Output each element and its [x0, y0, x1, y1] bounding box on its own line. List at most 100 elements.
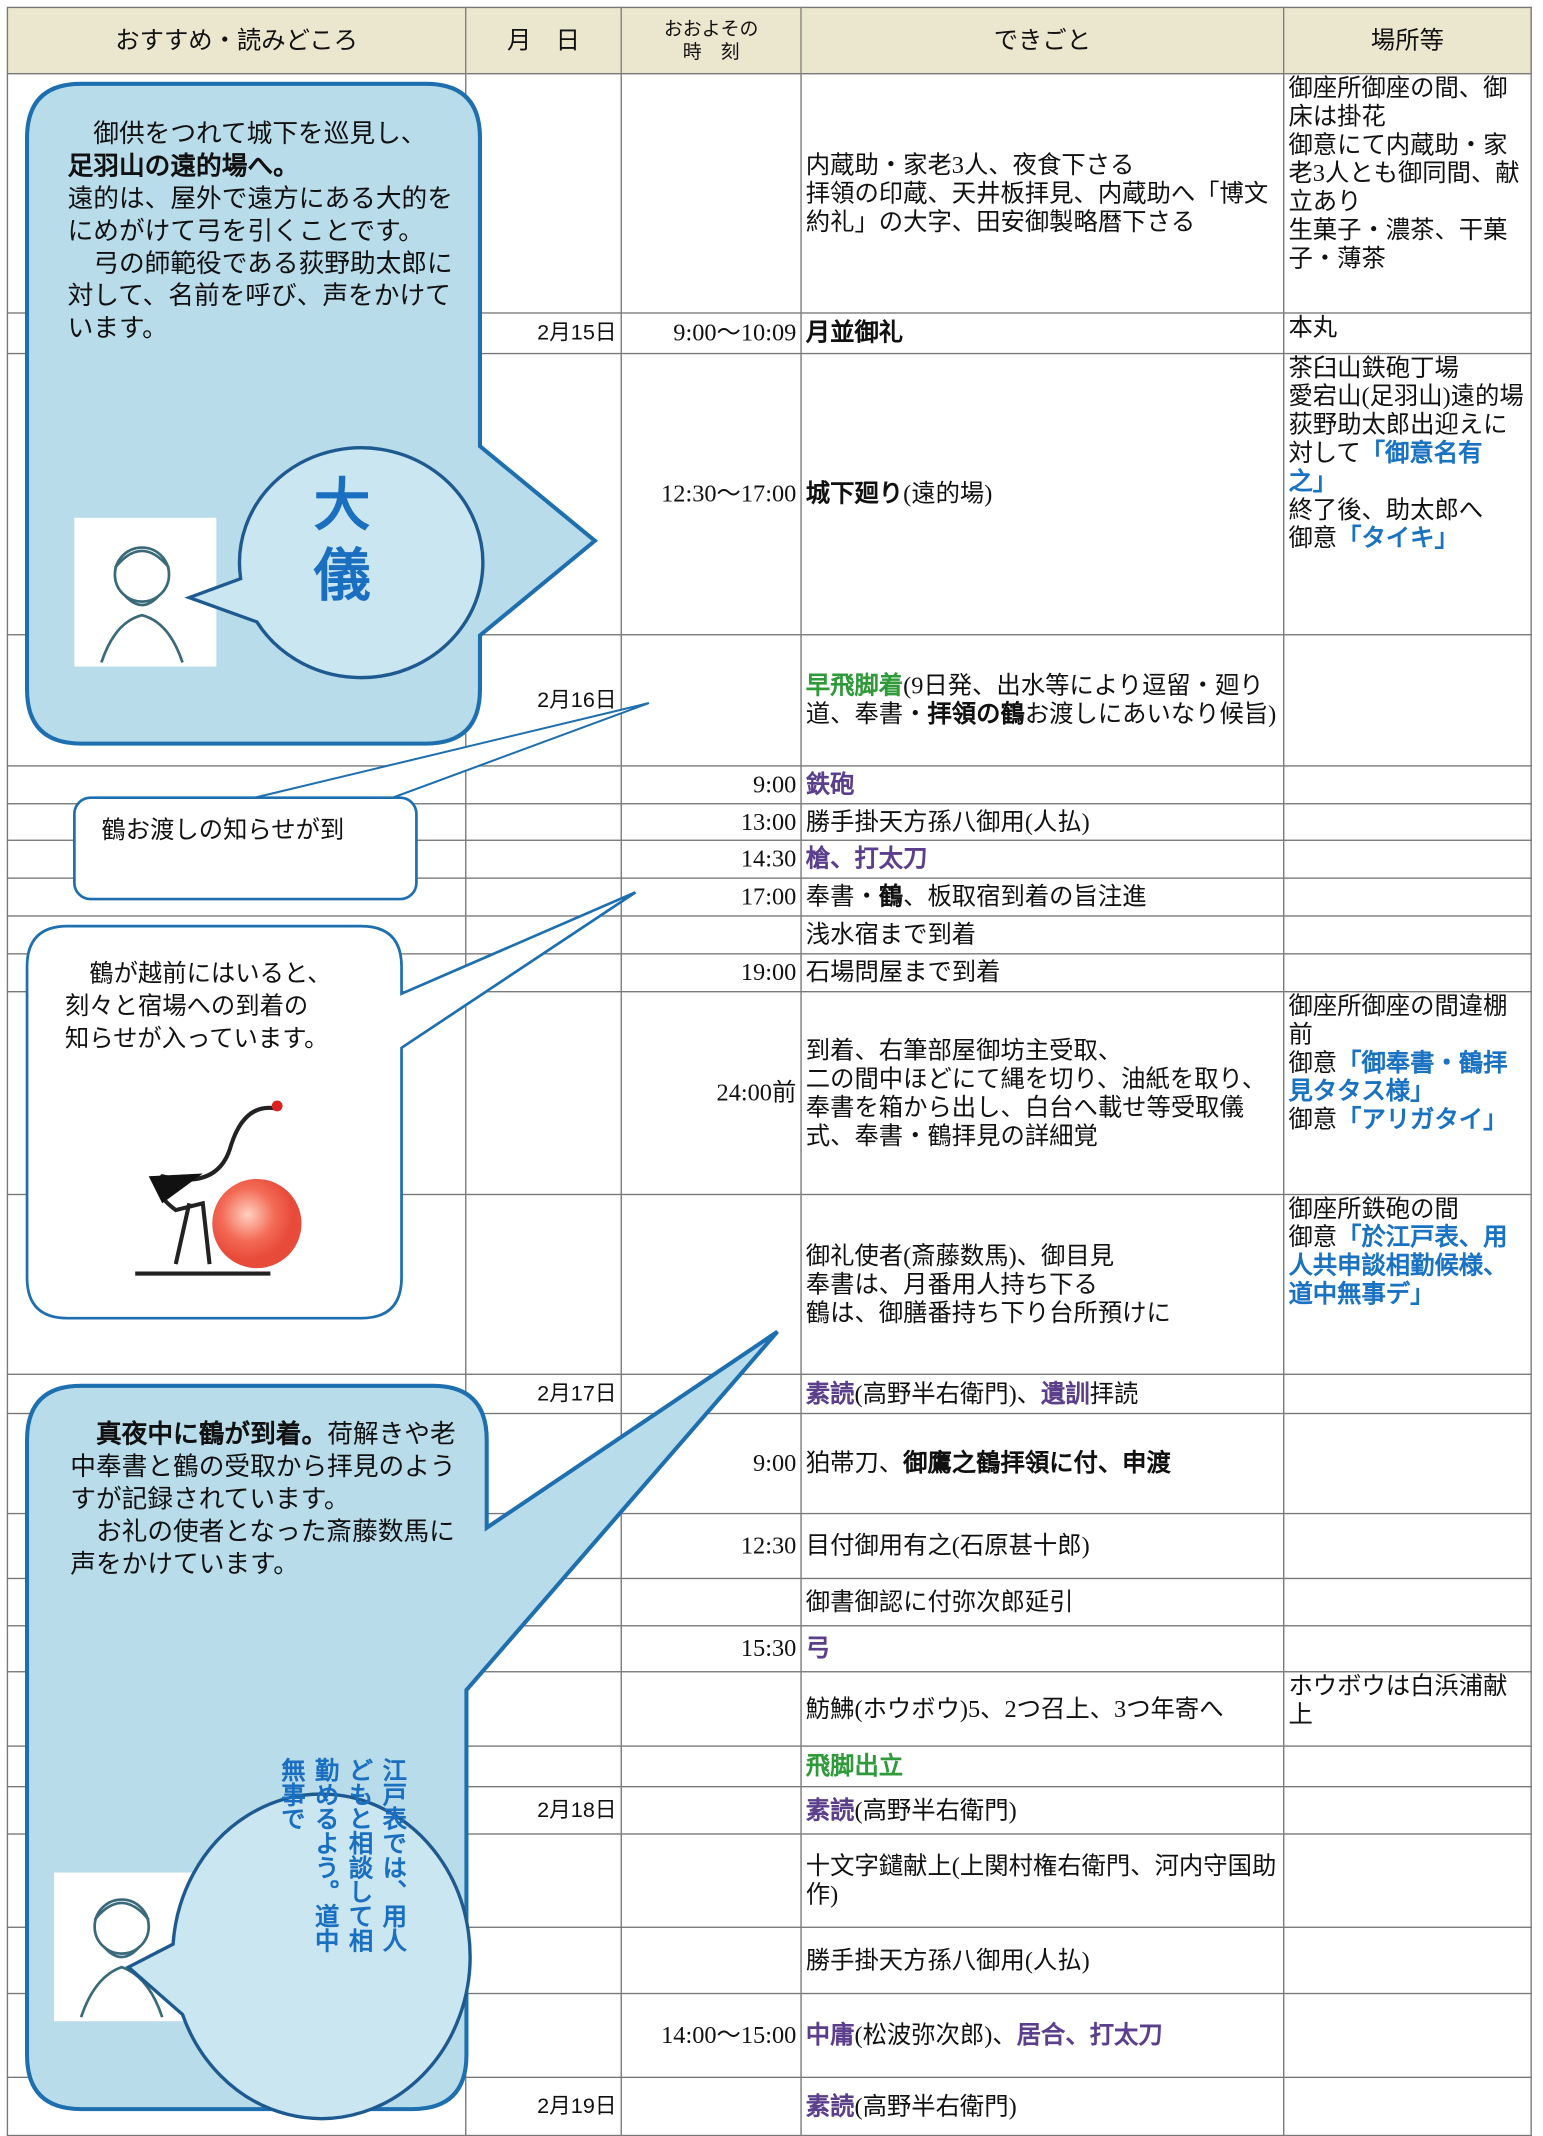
event-cell: 御書御認に付弥次郎延引	[801, 1579, 1285, 1627]
time: 15:30	[740, 1634, 797, 1662]
text-run: 「御意名有之」	[1288, 439, 1483, 495]
text-run: (高野半右衛門)、	[854, 1379, 1042, 1407]
text-run: 素読	[805, 2092, 855, 2120]
event: 槍、打太刀	[806, 845, 928, 873]
place-cell: ホウボウは白浜浦献上	[1284, 1672, 1532, 1747]
speech-text: 江戸表では、用人どもと相談して相勤めるよう。道中無事で	[278, 1757, 407, 1953]
text-run: 十文字鑓献上(上関村権右衛門、河内守国助作)	[805, 1852, 1277, 1908]
time: 19:00	[740, 958, 797, 986]
text-run: (高野半右衛門)	[854, 1796, 1017, 1824]
place-cell	[1284, 635, 1532, 767]
time: 14:30	[740, 845, 797, 873]
event-cell: 奉書・鶴、板取宿到着の旨注進	[801, 878, 1285, 917]
text-run: 素読	[805, 1796, 855, 1824]
time-cell	[621, 1579, 802, 1627]
header-cell: 場所等	[1284, 6, 1532, 75]
date-cell: 2月17日	[466, 1374, 622, 1415]
event-cell: 中庸(松波弥次郎)、居合、打太刀	[801, 1994, 1285, 2079]
event: 浅水宿まで到着	[806, 921, 976, 949]
place: 御座所御座の間、御床は掛花 御意にて内蔵助・家老3人とも御同間、献立あり 生菓子…	[1288, 74, 1526, 273]
date-cell	[466, 1994, 622, 2079]
event: 御礼使者(斎藤数馬)、御目見 奉書は、月番用人持ち下る 鶴は、御膳番持ち下り台所…	[806, 1242, 1171, 1327]
event-cell: 十文字鑓献上(上関村権右衛門、河内守国助作)	[801, 1834, 1285, 1928]
event: 十文字鑓献上(上関村権右衛門、河内守国助作)	[806, 1852, 1279, 1909]
callout-text: 鶴お渡しの知らせが到	[101, 814, 405, 846]
date-cell	[466, 1672, 622, 1747]
date-cell	[466, 1746, 622, 1788]
text-run: 月並御礼	[805, 319, 904, 347]
place-cell	[1284, 804, 1532, 841]
time-cell	[621, 1834, 802, 1928]
place-cell	[1284, 878, 1532, 917]
text-run: 鶴お渡しの知らせが到	[101, 816, 345, 844]
text-run: 御礼使者(斎藤数馬)、御目見 奉書は、月番用人持ち下る 鶴は、御膳番持ち下り台所…	[805, 1241, 1171, 1326]
event: 城下廻り(遠的場)	[806, 480, 993, 508]
header-cell: おすすめ・読みどころ	[6, 6, 467, 75]
event-cell: 城下廻り(遠的場)	[801, 354, 1285, 636]
text-run: 御座所御座の間、御床は掛花 御意にて内蔵助・家老3人とも御同間、献立あり 生菓子…	[1288, 74, 1520, 272]
header-cell: 月 日	[466, 6, 622, 75]
date-cell	[466, 354, 622, 636]
text-run: 荷解きや老中奉書と鶴の受取から拝見のようすが記録されています。 お礼の使者となっ…	[70, 1420, 456, 1580]
time: 12:30～17:00	[661, 479, 797, 507]
date: 2月15日	[537, 321, 617, 345]
event: 早飛脚着(9日発、出水等により逗留・廻り道、奉書・拝領の鶴お渡しにあいなり候旨)	[806, 672, 1279, 729]
date-cell	[466, 840, 622, 879]
time-cell	[621, 1787, 802, 1835]
place: 茶臼山鉄砲丁場 愛宕山(足羽山)遠的場 荻野助太郎出迎えに対して「御意名有之」 …	[1288, 354, 1526, 553]
callout-bubble	[25, 891, 637, 1320]
time: 12:30	[740, 1531, 797, 1559]
place-cell	[1284, 916, 1532, 955]
date-cell	[466, 766, 622, 805]
date-cell	[466, 992, 622, 1196]
time-cell: 12:30～17:00	[621, 354, 802, 636]
place: 御座所鉄砲の間 御意「於江戸表、用人共申談相勤候様、道中無事デ」	[1288, 1195, 1526, 1309]
event-cell: 浅水宿まで到着	[801, 916, 1285, 955]
event: 素読(高野半右衛門)	[806, 1796, 1017, 1824]
text-run: 本丸	[1288, 313, 1338, 341]
time-cell: 9:00	[621, 766, 802, 805]
text-run: 勝手掛天方孫八御用(人払)	[805, 807, 1090, 835]
text-run: 弓	[805, 1634, 831, 1662]
event-cell: 内蔵助・家老3人、夜食下さる 拝領の印蔵、天井板拝見、内蔵助へ「博文約礼」の大字…	[801, 74, 1285, 314]
note-cell	[6, 878, 467, 917]
text-run: 早飛脚着	[805, 671, 904, 699]
note-cell	[6, 1195, 467, 1375]
date-cell	[466, 804, 622, 841]
text-run: 「タイキ」	[1337, 524, 1459, 552]
text-run: (9日発、出水等により逗留・廻り道、奉書・	[805, 671, 1264, 728]
event: 素読(高野半右衛門)	[806, 2092, 1017, 2120]
date-cell: 2月19日	[466, 2078, 622, 2136]
event: 御書御認に付弥次郎延引	[806, 1588, 1074, 1616]
date-cell: 2月18日	[466, 1787, 622, 1835]
time: 24:00前	[716, 1078, 797, 1106]
callout-pointer	[243, 702, 650, 802]
event: 弓	[806, 1635, 830, 1663]
text-run: 御座所鉄砲の間 御意	[1288, 1195, 1459, 1251]
text-run: 狛帯刀、	[805, 1449, 904, 1477]
place-cell: 茶臼山鉄砲丁場 愛宕山(足羽山)遠的場 荻野助太郎出迎えに対して「御意名有之」 …	[1284, 354, 1532, 636]
place-cell: 御座所御座の間、御床は掛花 御意にて内蔵助・家老3人とも御同間、献立あり 生菓子…	[1284, 74, 1532, 314]
text-run: 足羽山の遠的場へ。	[67, 152, 299, 182]
time-cell	[621, 1374, 802, 1415]
event: 魴鮄(ホウボウ)5、2つ召上、3つ年寄へ	[806, 1695, 1224, 1723]
place-cell	[1284, 1579, 1532, 1627]
text-run: 茶臼山鉄砲丁場 愛宕山(足羽山)遠的場 荻野助太郎出迎えに対して	[1288, 354, 1524, 467]
text-run: (遠的場)	[903, 479, 993, 507]
event-cell: 御礼使者(斎藤数馬)、御目見 奉書は、月番用人持ち下る 鶴は、御膳番持ち下り台所…	[801, 1195, 1285, 1375]
event-cell: 魴鮄(ホウボウ)5、2つ召上、3つ年寄へ	[801, 1672, 1285, 1747]
event: 内蔵助・家老3人、夜食下さる 拝領の印蔵、天井板拝見、内蔵助へ「博文約礼」の大字…	[806, 151, 1279, 236]
text-run: 内蔵助・家老3人、夜食下さる 拝領の印蔵、天井板拝見、内蔵助へ「博文約礼」の大字…	[805, 150, 1269, 235]
text-run: 城下廻り	[805, 479, 904, 507]
text-run: 、板取宿到着の旨注進	[903, 882, 1147, 910]
text-run: 鶴	[878, 882, 904, 910]
time-cell: 14:30	[621, 840, 802, 879]
text-run: 中庸	[805, 2021, 855, 2049]
text-run: 遠的は、屋外で遠方にある大的をにめがけて弓を引くことです。 弓の師範役である荻野…	[67, 185, 453, 344]
time-cell	[621, 1746, 802, 1788]
event: 中庸(松波弥次郎)、居合、打太刀	[806, 2021, 1163, 2049]
text-run: 御座所御座の間違棚前 御意	[1288, 992, 1508, 1077]
speech-bubble	[184, 446, 485, 680]
time-cell	[621, 1927, 802, 1995]
date-cell: 2月16日	[466, 635, 622, 767]
